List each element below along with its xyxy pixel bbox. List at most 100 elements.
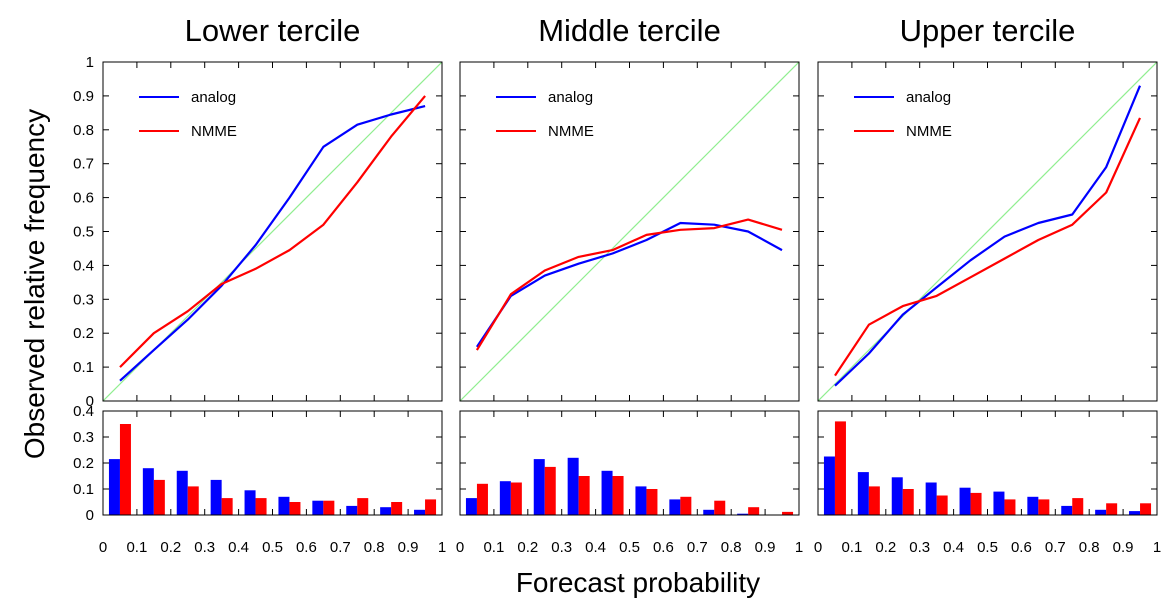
hist-bar-analog: [635, 486, 647, 515]
hist-bar-nmme: [714, 500, 726, 515]
x-tick-label: 0.1: [126, 539, 147, 556]
legend-label: NMME: [906, 123, 952, 140]
x-tick-label: 0.8: [721, 539, 742, 556]
x-tick-label: 0.4: [585, 539, 606, 556]
x-tick-label: 0.2: [160, 539, 181, 556]
legend-label: analog: [548, 89, 593, 106]
hist-bar-analog: [380, 507, 392, 515]
hist-bar-nmme: [748, 507, 760, 515]
hist-bar-nmme: [1106, 503, 1118, 515]
x-tick-label: 0.5: [977, 539, 998, 556]
hist-bar-nmme: [1140, 503, 1152, 515]
hist-bar-analog: [925, 482, 937, 515]
x-tick-label: 0.3: [194, 539, 215, 556]
series-line-analog: [834, 85, 1142, 387]
y-tick-label: 0.5: [73, 224, 94, 241]
hist-bar-analog: [499, 481, 511, 515]
hist-bar-nmme: [544, 466, 556, 515]
x-axis-label: Forecast probability: [516, 567, 760, 598]
hist-bar-analog: [891, 477, 903, 515]
hist-bar-nmme: [119, 424, 131, 515]
hist-bar-analog: [567, 457, 579, 515]
x-tick-label: 0.8: [364, 539, 385, 556]
panels: Lower tercile 0 0.1 0.2 0.3 0.4 0.5 0.6 0.7 0.8 0.…: [73, 13, 1161, 556]
legend-label: NMME: [191, 123, 237, 140]
x-tick-label: 0.9: [755, 539, 776, 556]
hist-bar-analog: [601, 470, 613, 515]
x-tick-label: 0.7: [330, 539, 351, 556]
hist-bar-nmme: [868, 486, 880, 515]
series-line-nmme: [475, 218, 783, 351]
x-tick-label: 0.9: [398, 539, 419, 556]
hist-y-tick-label: 0.1: [73, 481, 94, 498]
y-tick-label: 0.9: [73, 88, 94, 105]
series-line-nmme: [119, 95, 426, 368]
perfect-reliability-line: [818, 62, 1157, 401]
hist-bar-analog: [857, 472, 869, 515]
x-tick-label: 0.7: [1045, 539, 1066, 556]
hist-bar-nmme: [391, 502, 403, 515]
x-tick-label: 1: [438, 539, 446, 556]
y-tick-label: 0.8: [73, 122, 94, 139]
x-tick-label: 0.3: [551, 539, 572, 556]
x-tick-label: 0.5: [262, 539, 283, 556]
panel-title: Upper tercile: [900, 13, 1076, 48]
x-tick-label: 0.9: [1113, 539, 1134, 556]
hist-bar-analog: [1027, 496, 1039, 515]
hist-bar-nmme: [255, 498, 267, 515]
x-tick-label: 0.4: [943, 539, 964, 556]
plot-frame: [459, 61, 800, 402]
x-tick-label: 0.1: [483, 539, 504, 556]
hist-bar-nmme: [834, 421, 846, 515]
panel-2: Middle tercile analog NMME 0 0.1 0.2 0.3 0.4 0.5…: [456, 13, 803, 556]
hist-bar-analog: [1129, 511, 1141, 515]
x-tick-label: 0.6: [1011, 539, 1032, 556]
y-tick-label: 0.2: [73, 325, 94, 342]
x-tick-label: 1: [795, 539, 803, 556]
hist-bar-nmme: [476, 483, 488, 515]
x-tick-label: 0.2: [875, 539, 896, 556]
hist-bar-analog: [278, 496, 290, 515]
hist-frame: [102, 410, 443, 516]
series-line-nmme: [834, 117, 1142, 377]
y-tick-label: 0.1: [73, 359, 94, 376]
x-tick-label: 0.1: [841, 539, 862, 556]
hist-bar-nmme: [936, 495, 948, 515]
x-tick-label: 0: [456, 539, 464, 556]
x-tick-label: 0.4: [228, 539, 249, 556]
hist-bar-nmme: [902, 489, 914, 515]
hist-bar-nmme: [1038, 499, 1050, 515]
hist-bar-nmme: [646, 489, 658, 515]
hist-bar-nmme: [1004, 499, 1016, 515]
y-tick-label: 0.7: [73, 156, 94, 173]
x-tick-label: 0.6: [296, 539, 317, 556]
hist-frame: [817, 410, 1158, 516]
x-tick-label: 0.8: [1079, 539, 1100, 556]
hist-bar-nmme: [970, 492, 982, 515]
legend-label: NMME: [548, 123, 594, 140]
hist-bar-nmme: [612, 476, 624, 515]
hist-bar-analog: [993, 491, 1005, 515]
hist-bar-analog: [414, 509, 426, 515]
y-tick-label: 0: [86, 393, 94, 410]
panel-title: Lower tercile: [185, 13, 361, 48]
hist-bar-nmme: [510, 482, 522, 515]
hist-bar-nmme: [425, 499, 437, 515]
hist-bar-analog: [703, 509, 715, 515]
panel-3: Upper tercile analog NMME 0 0.1 0.2 0.3 0.4 0.5 0…: [814, 13, 1161, 556]
hist-y-tick-label: 0.4: [73, 403, 94, 420]
x-tick-label: 0: [814, 539, 822, 556]
hist-bar-analog: [737, 513, 749, 515]
hist-bar-nmme: [221, 498, 233, 515]
plot-frame: [102, 61, 443, 402]
y-tick-label: 0.6: [73, 190, 94, 207]
hist-bar-nmme: [153, 479, 165, 515]
perfect-reliability-line: [460, 62, 799, 401]
x-tick-label: 1: [1153, 539, 1161, 556]
hist-bar-nmme: [187, 486, 199, 515]
hist-bar-analog: [346, 505, 358, 515]
hist-bar-analog: [312, 500, 324, 515]
hist-bar-analog: [1061, 505, 1073, 515]
series-line-analog: [119, 105, 426, 382]
